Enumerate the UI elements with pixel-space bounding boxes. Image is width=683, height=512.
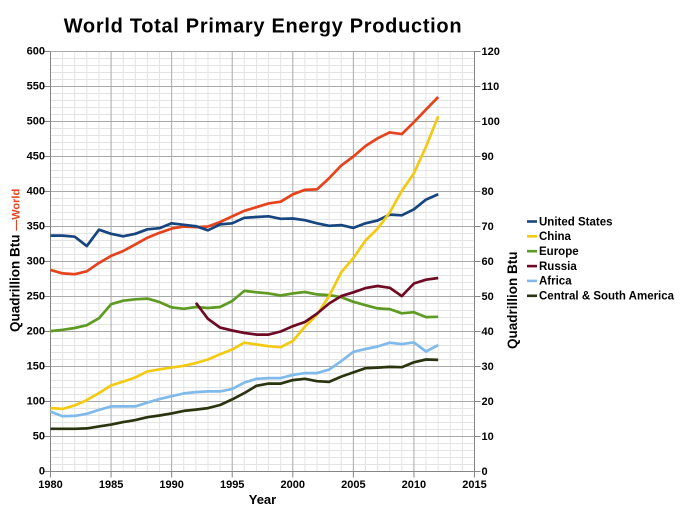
svg-text:80: 80 [482,186,494,198]
svg-text:2010: 2010 [402,479,426,491]
svg-text:90: 90 [482,151,494,163]
svg-text:30: 30 [482,361,494,373]
svg-text:Europe: Europe [539,246,579,258]
svg-text:1985: 1985 [99,479,123,491]
svg-text:550: 550 [27,81,45,93]
svg-text:50: 50 [33,431,45,443]
svg-text:600: 600 [27,46,45,58]
svg-text:China: China [539,231,572,243]
svg-text:0: 0 [39,466,45,478]
svg-text:2005: 2005 [341,479,365,491]
svg-text:1995: 1995 [220,479,244,491]
svg-text:60: 60 [482,256,494,268]
svg-text:70: 70 [482,221,494,233]
svg-text:0: 0 [482,466,488,478]
svg-text:200: 200 [27,326,45,338]
svg-text:1980: 1980 [38,479,62,491]
svg-text:110: 110 [482,81,500,93]
svg-text:40: 40 [482,326,494,338]
svg-text:20: 20 [482,396,494,408]
svg-text:400: 400 [27,186,45,198]
svg-text:300: 300 [27,256,45,268]
svg-text:500: 500 [27,116,45,128]
svg-text:100: 100 [482,116,500,128]
svg-text:Central & South America: Central & South America [539,291,675,303]
svg-text:50: 50 [482,291,494,303]
svg-text:250: 250 [27,291,45,303]
svg-text:Russia: Russia [539,261,577,273]
svg-text:120: 120 [482,46,500,58]
svg-text:Quadrillion Btu —World: Quadrillion Btu —World [8,189,23,332]
svg-text:World Total Primary Energy Pro: World Total Primary Energy Production [64,15,463,37]
svg-text:150: 150 [27,361,45,373]
svg-text:10: 10 [482,431,494,443]
svg-text:Africa: Africa [539,276,572,288]
svg-text:1990: 1990 [159,479,183,491]
svg-text:United States: United States [539,216,613,228]
svg-text:Year: Year [249,492,276,507]
svg-text:Quadrillion Btu: Quadrillion Btu [505,252,520,350]
svg-text:450: 450 [27,151,45,163]
svg-text:2000: 2000 [281,479,305,491]
svg-text:2015: 2015 [462,479,486,491]
svg-text:100: 100 [27,396,45,408]
svg-text:350: 350 [27,221,45,233]
